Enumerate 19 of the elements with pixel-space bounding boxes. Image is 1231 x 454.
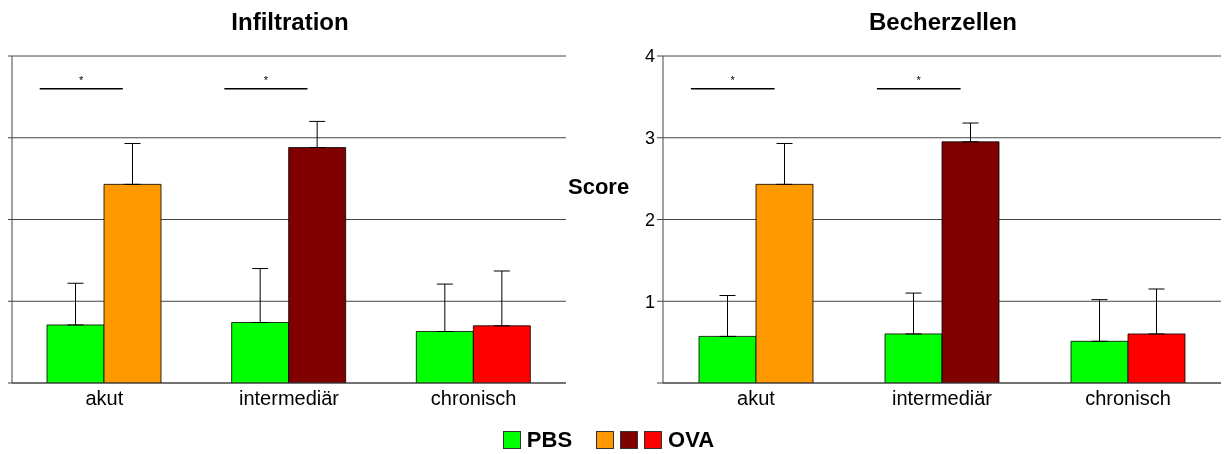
chart-title: Becherzellen [867,8,1019,37]
y-axis-title: Score [568,174,630,200]
annotation: * [263,73,269,86]
y-tick-label: 3 [644,128,655,149]
chart-title: Infiltration [230,8,350,37]
legend-label: OVA [668,427,715,453]
annotation: * [79,73,85,86]
y-tick-label: 4 [644,46,655,67]
annotation: * [730,73,736,86]
x-tick-label: intermediär [891,387,993,410]
x-tick-label: akut [737,387,776,410]
legend-label: PBS [526,427,573,453]
y-tick-label: 1 [644,291,655,312]
x-tick-label: chronisch [430,387,517,410]
annotation: * [916,73,922,86]
x-tick-label: chronisch [1085,387,1171,410]
y-tick-label: 2 [644,209,655,230]
x-tick-label: akut [85,387,124,410]
x-tick-label: intermediär [238,387,340,410]
